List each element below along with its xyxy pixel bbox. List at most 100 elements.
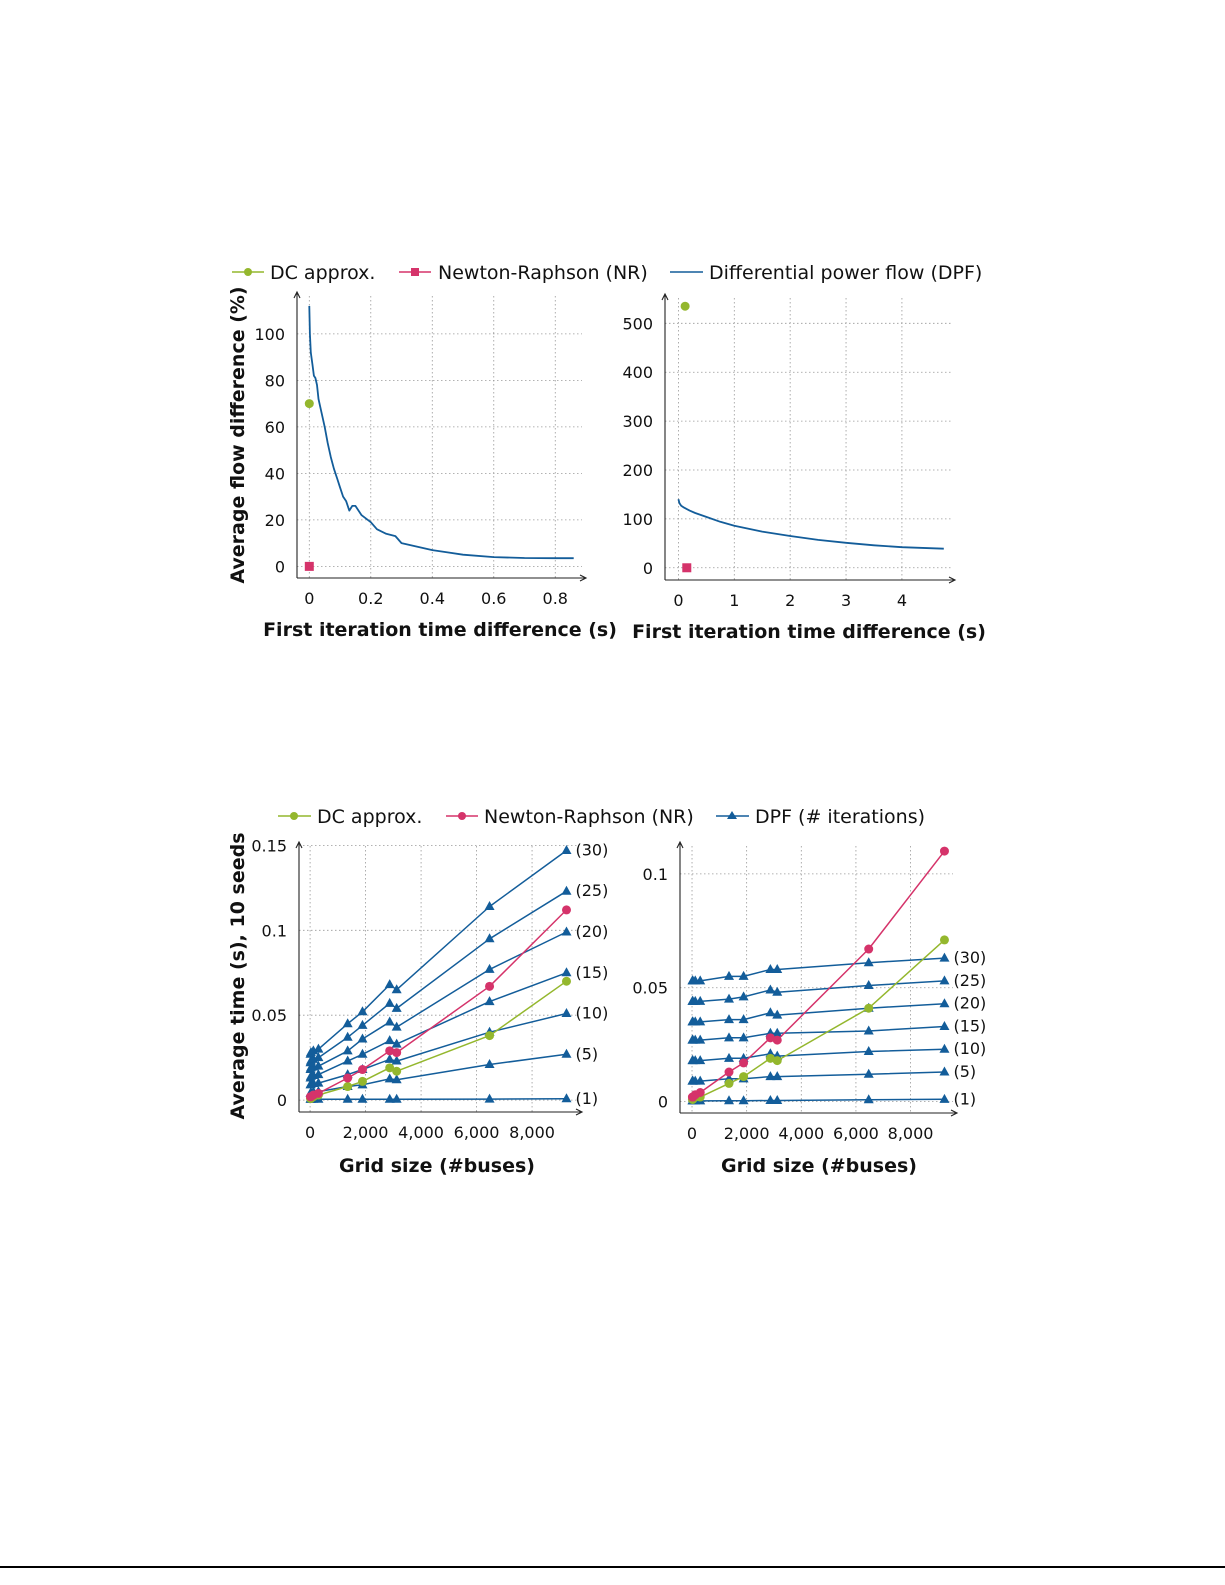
data-point xyxy=(863,979,874,989)
data-point xyxy=(939,952,950,962)
x-axis xyxy=(297,574,588,582)
data-point xyxy=(939,1043,950,1053)
data-point xyxy=(724,1032,735,1042)
data-point xyxy=(385,1046,395,1056)
data-point xyxy=(739,1072,749,1082)
data-point xyxy=(561,967,572,977)
data-point xyxy=(772,1071,783,1081)
series-label: (25) xyxy=(953,971,986,990)
series-label: (5) xyxy=(575,1044,598,1063)
data-point xyxy=(680,301,690,311)
y-axis xyxy=(293,290,301,578)
data-point xyxy=(765,1033,775,1043)
data-point xyxy=(304,561,314,571)
data-point xyxy=(485,981,495,991)
data-point xyxy=(313,1077,324,1087)
x-axis-label: First iteration time difference (s) xyxy=(263,619,617,641)
data-point xyxy=(765,1053,775,1063)
data-point xyxy=(724,1067,734,1077)
data-point xyxy=(863,1094,874,1104)
x-tick-label: 3 xyxy=(841,591,851,610)
y-tick-label: 20 xyxy=(265,511,285,530)
data-point xyxy=(724,1078,734,1088)
legend-nr-label: Newton-Raphson (NR) xyxy=(438,262,648,284)
series-dc xyxy=(304,399,314,409)
data-point xyxy=(765,1007,776,1017)
legend-top: DC approx. Newton-Raphson (NR) Different… xyxy=(232,262,982,284)
series-dpf: (20) xyxy=(687,994,986,1026)
data-point xyxy=(738,1014,749,1024)
data-point xyxy=(384,997,395,1007)
data-point xyxy=(772,1035,782,1045)
data-point xyxy=(384,1053,395,1063)
legend-dc-marker xyxy=(290,812,298,820)
data-point xyxy=(772,1056,782,1066)
data-point xyxy=(772,1094,783,1104)
data-point xyxy=(392,1066,402,1076)
y-tick-label: 0.1 xyxy=(643,865,668,884)
legend-nr-label: Newton-Raphson (NR) xyxy=(484,806,694,828)
data-point xyxy=(384,1016,395,1026)
x-tick-label: 0 xyxy=(673,591,683,610)
data-point xyxy=(561,1008,572,1018)
data-point xyxy=(724,970,735,980)
data-point xyxy=(484,1058,495,1068)
series-label: (15) xyxy=(575,963,608,982)
data-point xyxy=(384,979,395,989)
legend-nr: Newton-Raphson (NR) xyxy=(446,806,694,828)
series-dpf: (30) xyxy=(305,840,608,1058)
x-tick-label: 8,000 xyxy=(509,1123,555,1142)
data-point xyxy=(724,1014,735,1024)
data-point xyxy=(561,905,571,915)
data-point xyxy=(384,1073,395,1083)
data-point xyxy=(939,1093,950,1103)
data-point xyxy=(485,1031,495,1041)
legend-dpf: Differential power flow (DPF) xyxy=(670,262,982,284)
x-tick-label: 4,000 xyxy=(778,1124,824,1143)
data-point xyxy=(695,1055,706,1065)
data-point xyxy=(863,1046,874,1056)
data-point xyxy=(772,1009,783,1019)
series-dpf: (1) xyxy=(305,1089,598,1108)
data-point xyxy=(561,885,572,895)
data-point xyxy=(342,1045,353,1055)
series-line xyxy=(308,305,574,560)
data-point xyxy=(391,984,402,994)
data-point xyxy=(695,1016,706,1026)
series-label: (25) xyxy=(575,881,608,900)
series-dpf: (15) xyxy=(305,963,608,1082)
x-axis xyxy=(665,576,957,584)
data-point xyxy=(357,1065,367,1075)
data-point xyxy=(739,1058,749,1068)
data-point xyxy=(695,995,706,1005)
series-nr xyxy=(682,563,692,573)
data-point xyxy=(313,1069,324,1079)
y-tick-label: 0.05 xyxy=(632,979,668,998)
data-point xyxy=(738,1032,749,1042)
y-tick-label: 0 xyxy=(275,557,285,576)
data-point xyxy=(738,991,749,1001)
x-tick-label: 4 xyxy=(897,591,907,610)
data-point xyxy=(765,964,776,974)
y-tick-label: 200 xyxy=(622,461,653,480)
chart-flow-difference-right: First iteration time difference (s) 0 1 2 3… xyxy=(622,292,986,643)
data-point xyxy=(484,996,495,1006)
series-dc xyxy=(680,301,690,311)
series-label: (1) xyxy=(953,1089,976,1108)
y-tick-label: 500 xyxy=(622,314,653,333)
data-point xyxy=(864,944,874,954)
series-dpf: (5) xyxy=(687,1062,976,1085)
data-point xyxy=(863,1068,874,1078)
data-point xyxy=(391,1002,402,1012)
data-point xyxy=(357,1033,368,1043)
x-tick-label: 4,000 xyxy=(398,1123,444,1142)
data-point xyxy=(304,399,314,409)
data-point xyxy=(724,1095,735,1105)
legend-dc-label: DC approx. xyxy=(270,262,375,284)
data-point xyxy=(939,1020,950,1030)
data-point xyxy=(772,986,783,996)
data-point xyxy=(392,1048,402,1058)
data-point xyxy=(357,1048,368,1058)
x-axis-label: Grid size (#buses) xyxy=(339,1155,535,1177)
data-point xyxy=(313,1060,324,1070)
